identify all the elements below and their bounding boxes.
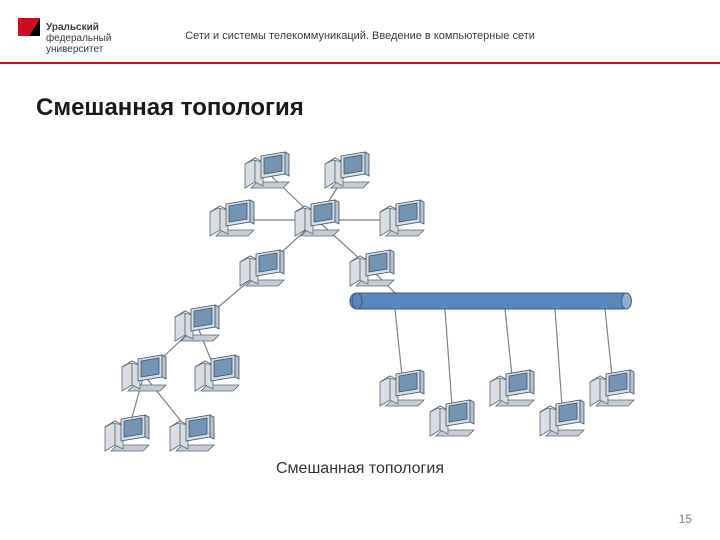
topology-diagram: .pc-base{fill:#c6ccd2;stroke:#5a6a7a;str… (0, 130, 720, 490)
page-number: 15 (679, 512, 692, 526)
slide-header: Уральский федеральный университет Сети и… (0, 0, 720, 62)
bus-drop (395, 309, 402, 376)
computer-node (430, 400, 474, 436)
computer-node (105, 415, 149, 451)
svg-text:университет: университет (46, 44, 104, 55)
bus-cable (350, 293, 630, 309)
slide-title: Смешанная топология (36, 94, 304, 122)
computer-node (380, 200, 424, 236)
computer-node (175, 305, 219, 341)
computer-node (195, 355, 239, 391)
diagram-caption: Смешанная топология (0, 460, 720, 478)
computer-node (170, 415, 214, 451)
computer-node (380, 370, 424, 406)
computer-node (245, 152, 289, 188)
computer-node (590, 370, 634, 406)
computer-node (540, 400, 584, 436)
diagram-bus (350, 293, 631, 309)
bus-drop (555, 309, 562, 406)
bus-drop (605, 309, 612, 376)
bus-drop (505, 309, 512, 376)
computer-node (240, 250, 284, 286)
computer-node (325, 152, 369, 188)
computer-node (490, 370, 534, 406)
course-title: Сети и системы телекоммуникаций. Введени… (0, 30, 720, 42)
bus-drop (445, 309, 452, 406)
computer-node (122, 355, 166, 391)
computer-node (210, 200, 254, 236)
header-divider (0, 62, 720, 64)
